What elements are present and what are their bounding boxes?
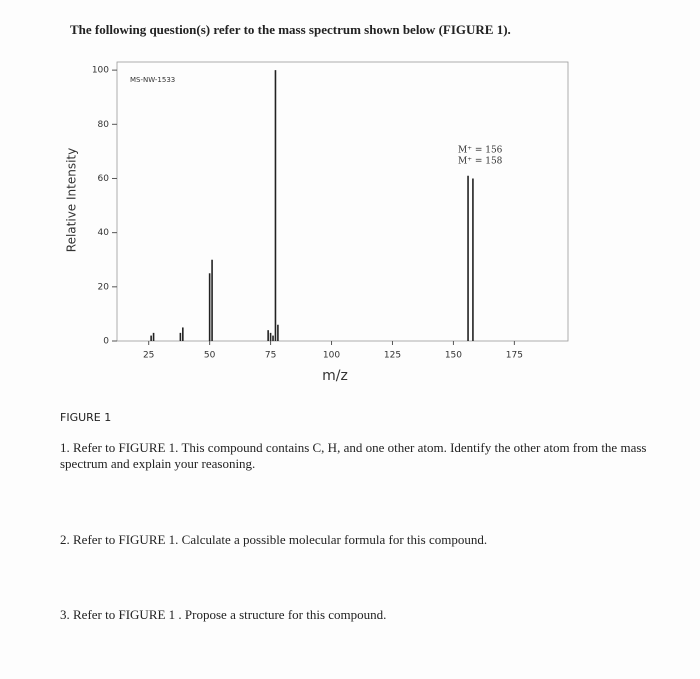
- annotation: M⁺ = 156: [458, 146, 503, 156]
- question: 1. Refer to FIGURE 1. This compound cont…: [60, 440, 647, 471]
- chart-title: MS-NW-1533: [130, 76, 175, 84]
- x-tick-label: 50: [204, 351, 216, 361]
- y-tick-label: 20: [98, 282, 110, 292]
- plot-frame: [116, 61, 569, 342]
- question: 3. Refer to FIGURE 1 . Propose a structu…: [60, 607, 387, 622]
- chart: MS-NW-1533 Relative Intensity m/z M⁺ = 1…: [65, 61, 569, 384]
- x-tick-label: 175: [506, 351, 523, 361]
- y-tick-label: 60: [98, 174, 110, 184]
- x-tick-label: 150: [445, 351, 462, 361]
- header-title: The following question(s) refer to the m…: [70, 22, 511, 37]
- y-tick-label: 80: [98, 120, 110, 130]
- x-tick-label: 25: [143, 351, 154, 361]
- x-tick-label: 75: [265, 351, 276, 361]
- x-tick-label: 125: [384, 351, 401, 361]
- y-tick-label: 40: [98, 228, 110, 238]
- x-tick-label: 100: [323, 351, 340, 361]
- y-tick-label: 100: [92, 66, 109, 76]
- question: 2. Refer to FIGURE 1. Calculate a possib…: [60, 532, 488, 547]
- x-axis-label: m/z: [322, 368, 348, 384]
- annotation: M⁺ = 158: [458, 157, 503, 167]
- figure-caption: FIGURE 1: [60, 411, 112, 424]
- y-tick-label: 0: [103, 337, 109, 347]
- y-axis-label: Relative Intensity: [65, 148, 79, 252]
